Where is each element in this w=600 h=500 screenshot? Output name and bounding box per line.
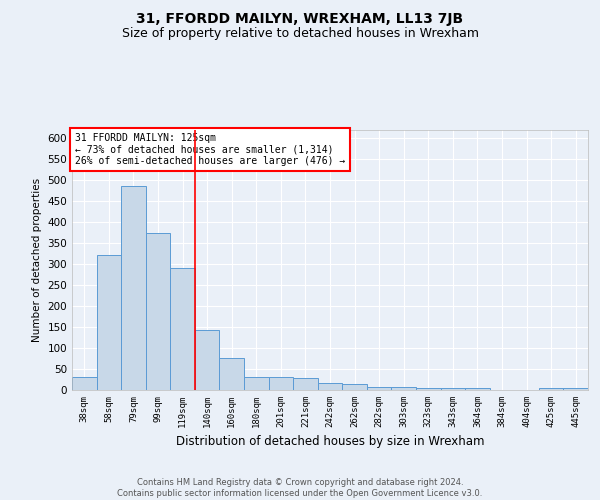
Bar xyxy=(367,386,391,390)
Text: Contains HM Land Registry data © Crown copyright and database right 2024.
Contai: Contains HM Land Registry data © Crown c… xyxy=(118,478,482,498)
Bar xyxy=(170,268,195,390)
Bar xyxy=(121,186,146,390)
Bar xyxy=(72,378,97,390)
Bar xyxy=(293,378,318,390)
Bar xyxy=(391,388,416,390)
Bar xyxy=(440,388,465,390)
Bar xyxy=(342,384,367,390)
Y-axis label: Number of detached properties: Number of detached properties xyxy=(32,178,42,342)
Bar xyxy=(244,376,269,390)
X-axis label: Distribution of detached houses by size in Wrexham: Distribution of detached houses by size … xyxy=(176,436,484,448)
Text: Size of property relative to detached houses in Wrexham: Size of property relative to detached ho… xyxy=(121,28,479,40)
Bar xyxy=(195,330,220,390)
Text: 31, FFORDD MAILYN, WREXHAM, LL13 7JB: 31, FFORDD MAILYN, WREXHAM, LL13 7JB xyxy=(136,12,464,26)
Bar xyxy=(465,388,490,390)
Bar xyxy=(97,255,121,390)
Bar xyxy=(563,388,588,390)
Bar xyxy=(220,358,244,390)
Bar xyxy=(269,377,293,390)
Bar xyxy=(146,232,170,390)
Text: 31 FFORDD MAILYN: 125sqm
← 73% of detached houses are smaller (1,314)
26% of sem: 31 FFORDD MAILYN: 125sqm ← 73% of detach… xyxy=(74,132,345,166)
Bar xyxy=(318,384,342,390)
Bar xyxy=(416,388,440,390)
Bar xyxy=(539,388,563,390)
